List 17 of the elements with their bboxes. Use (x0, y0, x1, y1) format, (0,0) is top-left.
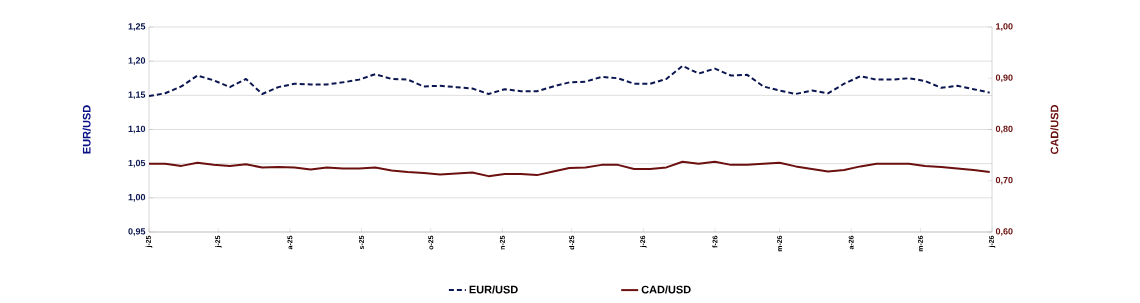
legend-label: EUR/USD (469, 285, 518, 294)
y-tick-label: 1,25 (128, 23, 146, 31)
y2-tick-label: 0,90 (995, 74, 1013, 83)
y-tick-label: 1,00 (128, 194, 146, 202)
y-axis-title: EUR/USD (82, 105, 91, 154)
y-tick-label: 1,05 (128, 159, 146, 168)
y2-axis-title: CAD/USD (1050, 105, 1059, 155)
y2-tick-label: 1,00 (996, 23, 1013, 31)
y-tick-label: 1,20 (128, 57, 146, 65)
y2-tick-label: 0,60 (995, 228, 1013, 236)
line-series (149, 64, 991, 98)
y-tick-label: 0,95 (128, 228, 146, 236)
y-tick-label: 1,15 (128, 91, 146, 100)
y2-tick-label: 0,80 (995, 125, 1013, 134)
legend-label: CAD/USD (641, 285, 691, 294)
y-tick-label: 1,10 (128, 125, 146, 134)
y2-tick-label: 0,70 (995, 176, 1013, 185)
